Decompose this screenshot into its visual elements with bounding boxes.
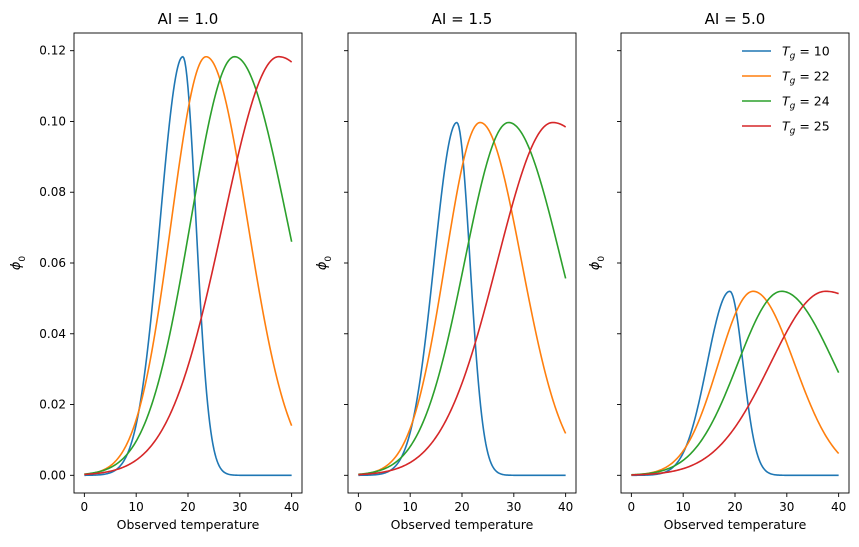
panel-title: AI = 1.5 — [432, 10, 493, 28]
x-tick-label: 20 — [727, 500, 742, 514]
x-tick-label: 40 — [831, 500, 846, 514]
legend-label-3: Tg = 24 — [782, 94, 830, 112]
series-group — [358, 121, 567, 477]
y-tick-label: 0.08 — [39, 185, 66, 199]
series-line-4 — [84, 55, 293, 476]
x-tick-label: 30 — [232, 500, 247, 514]
x-tick-label: 10 — [676, 500, 691, 514]
series-line-2 — [631, 290, 840, 476]
panel-title: AI = 5.0 — [705, 10, 766, 28]
series-line-3 — [631, 290, 840, 476]
y-axis-label: ϕ0 — [9, 256, 28, 271]
x-axis-label: Observed temperature — [664, 517, 807, 532]
panel-2: 0 10 20 30 40 AI = 1.5 Observed temperature ϕ0 — [315, 10, 577, 532]
plot-frame — [347, 32, 577, 494]
x-tick-label: 40 — [558, 500, 573, 514]
x-tick-label: 10 — [129, 500, 144, 514]
y-axis-label: ϕ0 — [315, 256, 334, 271]
series-group — [84, 55, 293, 477]
series-line-1 — [84, 55, 292, 477]
legend-label-2: Tg = 22 — [782, 69, 830, 87]
series-line-2 — [358, 121, 567, 476]
series-line-2 — [84, 55, 293, 476]
x-tick-label: 10 — [403, 500, 418, 514]
x-tick-label: 0 — [628, 500, 636, 514]
legend: Tg = 10 Tg = 22 Tg = 24 Tg = 25 — [742, 44, 830, 137]
y-tick-label: 0.10 — [39, 114, 66, 128]
x-tick-label: 20 — [180, 500, 195, 514]
series-line-4 — [631, 290, 839, 476]
x-tick-label: 40 — [284, 500, 299, 514]
x-axis-label: Observed temperature — [391, 517, 534, 532]
series-line-1 — [631, 290, 839, 477]
series-group — [631, 290, 840, 477]
series-line-4 — [358, 121, 567, 476]
y-tick-label: 0.04 — [39, 327, 66, 341]
y-tick-label: 0.06 — [39, 256, 66, 270]
panel-3: 0 10 20 30 40 AI = 5.0 Observed temperature ϕ0 T… — [588, 10, 850, 532]
x-tick-label: 30 — [506, 500, 521, 514]
legend-label-4: Tg = 25 — [782, 119, 830, 137]
panel-1: 0.00 0.02 0.04 0.06 0.08 0.10 0.12 0 10 20 30 40 AI … — [9, 10, 303, 532]
panel-title: AI = 1.0 — [158, 10, 219, 28]
y-tick-label: 0.12 — [39, 44, 66, 58]
y-axis-label: ϕ0 — [588, 256, 607, 271]
series-line-3 — [84, 55, 293, 475]
series-line-1 — [358, 121, 566, 477]
x-tick-label: 0 — [81, 500, 89, 514]
series-line-3 — [358, 121, 567, 476]
legend-label-1: Tg = 10 — [782, 44, 830, 62]
x-tick-label: 0 — [355, 500, 363, 514]
y-tick-label: 0.02 — [39, 398, 66, 412]
x-axis-label: Observed temperature — [117, 517, 260, 532]
plot-frame — [73, 32, 303, 494]
x-tick-label: 30 — [779, 500, 794, 514]
x-tick-label: 20 — [454, 500, 469, 514]
y-tick-label: 0.00 — [39, 468, 66, 482]
